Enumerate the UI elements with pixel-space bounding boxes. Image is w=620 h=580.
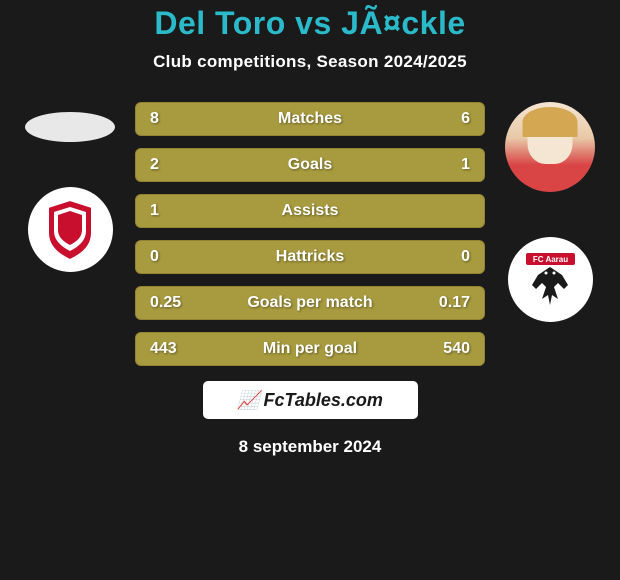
stat-label: Assists — [282, 202, 339, 220]
stat-left-value: 443 — [150, 340, 190, 358]
stat-label: Hattricks — [276, 248, 344, 266]
eagle-badge-icon: FC Aarau — [518, 247, 583, 312]
comparison-container: Del Toro vs JÃ¤ckle Club competitions, S… — [0, 0, 620, 580]
right-player-column: FC Aarau — [495, 97, 605, 322]
stat-row-hattricks: 0 Hattricks 0 — [135, 240, 485, 274]
stat-left-value: 8 — [150, 110, 190, 128]
stat-label: Goals — [288, 156, 332, 174]
stat-row-goals-per-match: 0.25 Goals per match 0.17 — [135, 286, 485, 320]
stat-right-value: 0.17 — [430, 294, 470, 312]
stat-right-value: 6 — [430, 110, 470, 128]
stat-left-value: 0.25 — [150, 294, 190, 312]
stat-right-value: 0 — [430, 248, 470, 266]
stat-label: Min per goal — [263, 340, 357, 358]
stat-row-assists: 1 Assists — [135, 194, 485, 228]
player-avatar-right — [505, 102, 595, 192]
footer-date: 8 september 2024 — [239, 437, 382, 457]
stat-label: Matches — [278, 110, 342, 128]
footer-logo-text: FcTables.com — [264, 390, 383, 411]
stat-right-value: 1 — [430, 156, 470, 174]
stat-row-matches: 8 Matches 6 — [135, 102, 485, 136]
stat-left-value: 1 — [150, 202, 190, 220]
stats-column: 8 Matches 6 2 Goals 1 1 Assists 0 Hattri… — [125, 97, 495, 366]
left-player-column — [15, 97, 125, 272]
svg-text:FC Aarau: FC Aarau — [532, 255, 567, 264]
subtitle: Club competitions, Season 2024/2025 — [153, 52, 467, 72]
player-avatar-left — [25, 112, 115, 142]
stat-left-value: 0 — [150, 248, 190, 266]
main-area: 8 Matches 6 2 Goals 1 1 Assists 0 Hattri… — [0, 97, 620, 366]
stat-right-value: 540 — [430, 340, 470, 358]
stat-label: Goals per match — [247, 294, 372, 312]
chart-icon: 📈 — [237, 390, 259, 411]
stat-left-value: 2 — [150, 156, 190, 174]
page-title: Del Toro vs JÃ¤ckle — [154, 5, 465, 42]
team-badge-right: FC Aarau — [508, 237, 593, 322]
team-badge-left — [28, 187, 113, 272]
stat-row-goals: 2 Goals 1 — [135, 148, 485, 182]
stat-row-min-per-goal: 443 Min per goal 540 — [135, 332, 485, 366]
footer-logo[interactable]: 📈 FcTables.com — [203, 381, 418, 419]
shield-icon — [40, 195, 100, 265]
